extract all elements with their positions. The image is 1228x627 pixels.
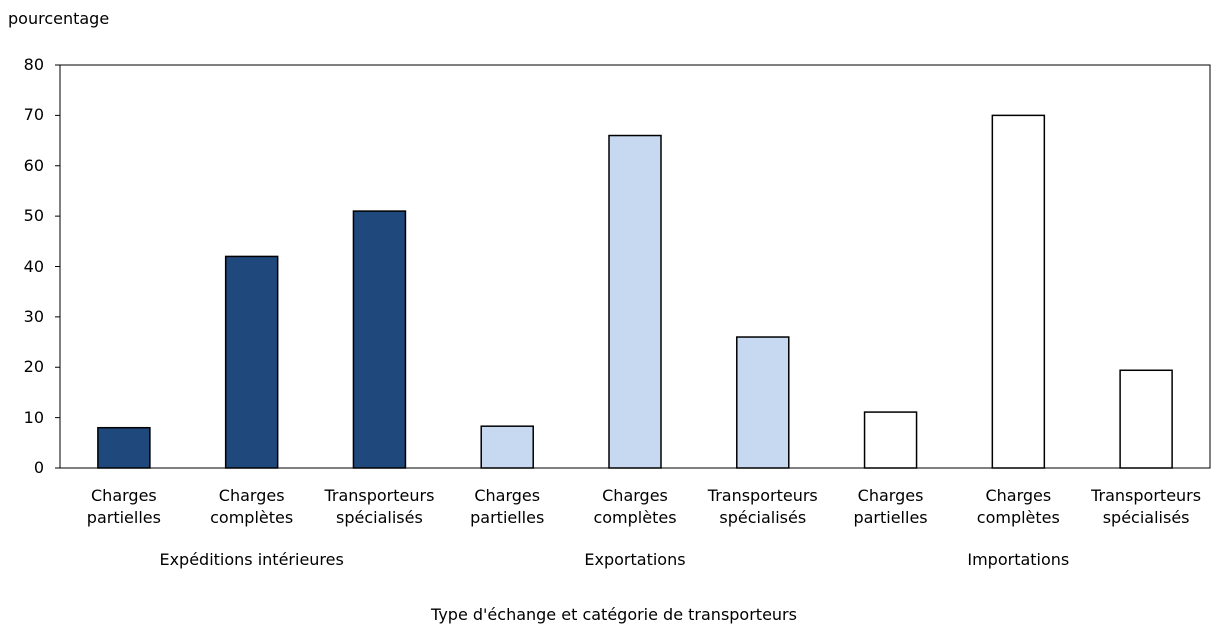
x-tick-label: Charges partielles (853, 486, 928, 527)
bar (352, 210, 407, 469)
bar (480, 425, 534, 469)
y-tick-label: 10 (23, 407, 44, 427)
plot-frame (59, 64, 1211, 469)
y-axis-label: pourcentage (8, 9, 110, 28)
x-tick-label: Charges partielles (86, 486, 161, 527)
bar (991, 114, 1046, 469)
x-tick-label: Transporteurs spécialisés (324, 486, 435, 527)
x-tick-label: Charges complètes (593, 486, 677, 527)
group-label: Exportations (584, 550, 686, 569)
y-tick-label: 80 (23, 55, 44, 74)
x-tick-label: Transporteurs spécialisés (1091, 486, 1202, 527)
bar (224, 255, 279, 469)
x-tick-label: Charges complètes (976, 486, 1060, 527)
y-tick-label: 50 (23, 206, 44, 226)
y-tick-label: 60 (23, 155, 44, 175)
y-tick-label: 40 (23, 256, 44, 276)
x-axis-label: Type d'échange et catégorie de transport… (431, 605, 797, 624)
group-label: Importations (967, 550, 1070, 569)
y-tick-label: 0 (33, 458, 44, 477)
bar (608, 134, 662, 469)
bar (1119, 369, 1173, 469)
bar (97, 426, 151, 469)
y-tick-label: 20 (23, 357, 44, 377)
x-tick-label: Charges complètes (210, 486, 294, 527)
x-tick-label: Transporteurs spécialisés (707, 486, 818, 527)
bar (736, 336, 790, 469)
y-tick-label: 70 (23, 105, 44, 125)
group-label: Expéditions intérieures (159, 550, 344, 569)
y-tick-label: 30 (23, 306, 44, 326)
bar (863, 411, 918, 469)
x-tick-label: Charges partielles (470, 486, 545, 527)
